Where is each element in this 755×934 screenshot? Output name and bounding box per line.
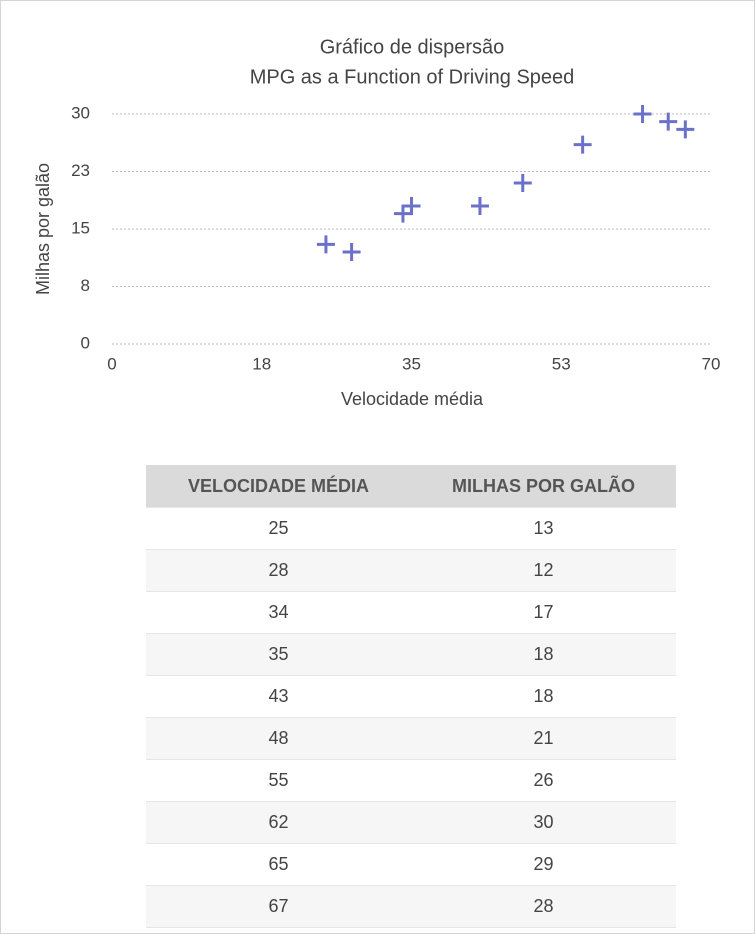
table-cell: 62 — [146, 801, 411, 844]
table-row: 35 18 — [146, 633, 676, 676]
data-table: VELOCIDADE MÉDIA MILHAS POR GALÃO 25 13 28 12… — [146, 465, 676, 928]
table-cell: 43 — [146, 675, 411, 718]
table-cell: 48 — [146, 717, 411, 760]
table-cell: 34 — [146, 591, 411, 634]
scatter-point — [659, 112, 678, 131]
scatter-point — [573, 135, 592, 154]
table-cell: 26 — [411, 759, 676, 802]
table-cell: 55 — [146, 759, 411, 802]
header-cell: MILHAS POR GALÃO — [411, 465, 676, 508]
chart-title: Gráfico de dispersão — [320, 36, 505, 58]
table-row: 62 30 — [146, 801, 676, 844]
table-cell: 17 — [411, 591, 676, 634]
table-cell: 12 — [411, 549, 676, 592]
y-tick-label: 0 — [81, 333, 90, 352]
scatter-point — [316, 235, 335, 254]
table-cell: 18 — [411, 675, 676, 718]
table-cell: 28 — [411, 885, 676, 928]
scatter-point — [470, 197, 489, 215]
x-tick-label: 53 — [552, 354, 571, 373]
table-cell: 67 — [146, 885, 411, 928]
table-cell: 13 — [411, 507, 676, 550]
y-tick-label: 30 — [71, 103, 90, 122]
table-row: 28 12 — [146, 549, 676, 592]
scatter-point — [513, 174, 532, 192]
x-tick-label: 70 — [702, 354, 721, 373]
x-tick-label: 18 — [252, 354, 271, 373]
y-axis-label: Milhas por galão — [33, 163, 53, 295]
table-cell: 18 — [411, 633, 676, 676]
table-row: 34 17 — [146, 591, 676, 634]
scatter-point — [633, 105, 652, 123]
table-cell: 21 — [411, 717, 676, 760]
x-tick-label: 0 — [107, 354, 116, 373]
scatter-point — [393, 204, 412, 223]
y-tick-label: 15 — [71, 218, 90, 237]
table-body: 25 13 28 12 34 17 35 18 43 18 48 21 55 26 62 30 65 29 67 28 — [146, 507, 676, 928]
table-header: VELOCIDADE MÉDIA MILHAS POR GALÃO — [146, 465, 676, 508]
table-row: 43 18 — [146, 675, 676, 718]
table-cell: 25 — [146, 507, 411, 550]
table-cell: 28 — [146, 549, 411, 592]
y-tick-label: 23 — [71, 161, 90, 180]
scatter-point — [342, 243, 361, 261]
table-row: 65 29 — [146, 843, 676, 886]
table-cell: 29 — [411, 843, 676, 886]
table-row: 48 21 — [146, 717, 676, 760]
x-tick-label: 35 — [402, 354, 421, 373]
scatter-point — [402, 197, 421, 215]
table-cell: 30 — [411, 801, 676, 844]
table-row: 67 28 — [146, 885, 676, 928]
table-cell: 65 — [146, 843, 411, 886]
y-tick-label: 8 — [81, 276, 90, 295]
scatter-point — [676, 120, 695, 139]
table-row: 55 26 — [146, 759, 676, 802]
header-cell: VELOCIDADE MÉDIA — [146, 465, 411, 508]
chart-subtitle: MPG as a Function of Driving Speed — [250, 66, 575, 88]
x-axis-label: Velocidade média — [341, 389, 484, 409]
table-row: 25 13 — [146, 507, 676, 550]
chart: Gráfico de dispersão MPG as a Function o… — [33, 36, 721, 409]
table-cell: 35 — [146, 633, 411, 676]
